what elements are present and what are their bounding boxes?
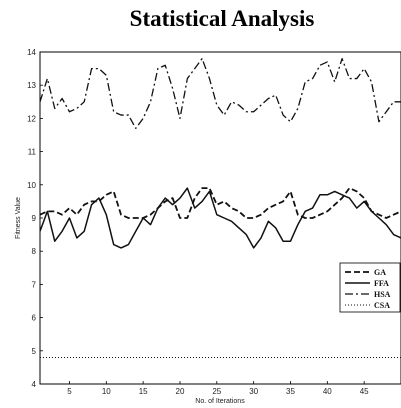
x-tick-label: 45 xyxy=(360,387,369,396)
series-line-ffa xyxy=(39,187,401,249)
legend-label-hsa: HSA xyxy=(374,290,391,299)
y-tick-label: 10 xyxy=(27,181,36,190)
y-tick-label: 13 xyxy=(27,81,36,90)
series-layer xyxy=(39,57,401,358)
x-tick-label: 10 xyxy=(102,387,111,396)
y-tick-label: 8 xyxy=(32,247,37,256)
y-tick-label: 7 xyxy=(32,280,37,289)
x-tick-label: 5 xyxy=(67,387,72,396)
y-tick-label: 9 xyxy=(32,214,37,223)
chart-title: Statistical Analysis xyxy=(130,6,315,31)
y-axis-label: Fitness Value xyxy=(15,197,22,239)
y-tick-label: 5 xyxy=(32,347,37,356)
x-tick-label: 40 xyxy=(323,387,332,396)
y-axis: 4 5 6 7 8 9 10 11 12 13 14 xyxy=(27,48,43,389)
x-axis-label: No. of Iterations xyxy=(195,398,245,405)
legend-label-ffa: FFA xyxy=(374,279,389,288)
plot-area xyxy=(39,51,401,385)
x-tick-label: 20 xyxy=(176,387,185,396)
y-tick-label: 6 xyxy=(32,314,37,323)
x-tick-label: 15 xyxy=(139,387,148,396)
y-tick-label: 12 xyxy=(27,114,36,123)
legend-label-ga: GA xyxy=(374,268,386,277)
y-tick-label: 11 xyxy=(28,148,37,157)
x-tick-label: 30 xyxy=(249,387,258,396)
x-tick-label: 25 xyxy=(212,387,221,396)
y-tick-label: 14 xyxy=(27,48,36,57)
series-line-hsa xyxy=(39,57,401,130)
y-tick-label: 4 xyxy=(32,380,37,389)
legend-label-csa: CSA xyxy=(374,301,390,310)
legend: GA FFA HSA CSA xyxy=(339,262,401,313)
x-tick-label: 35 xyxy=(286,387,295,396)
x-axis: 5 10 15 20 25 30 35 40 45 xyxy=(67,381,369,396)
